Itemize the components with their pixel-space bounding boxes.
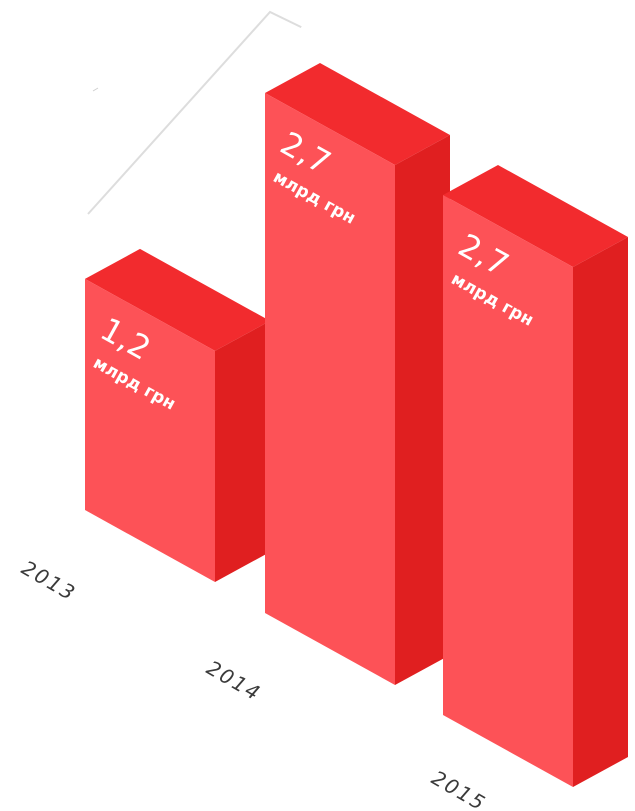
bar-front-2015 xyxy=(443,195,573,787)
year-label-2014: 2014 xyxy=(203,656,266,706)
trend-line-tick xyxy=(92,87,99,92)
bar-front-2014 xyxy=(265,93,395,685)
bar-top-2015 xyxy=(443,165,628,267)
bar-top-2014 xyxy=(265,63,450,165)
trend-arrow xyxy=(301,26,590,190)
trend-line xyxy=(87,10,304,215)
bar-side-2015 xyxy=(573,237,628,787)
bar-top-2013 xyxy=(85,248,270,351)
year-label-2015: 2015 xyxy=(428,766,491,811)
bar-side-2013 xyxy=(215,320,270,582)
bar-side-2014 xyxy=(395,135,450,685)
year-label-2013: 2013 xyxy=(18,556,81,606)
trend-arrow-head xyxy=(574,177,592,193)
bar-front-2013 xyxy=(85,278,215,582)
